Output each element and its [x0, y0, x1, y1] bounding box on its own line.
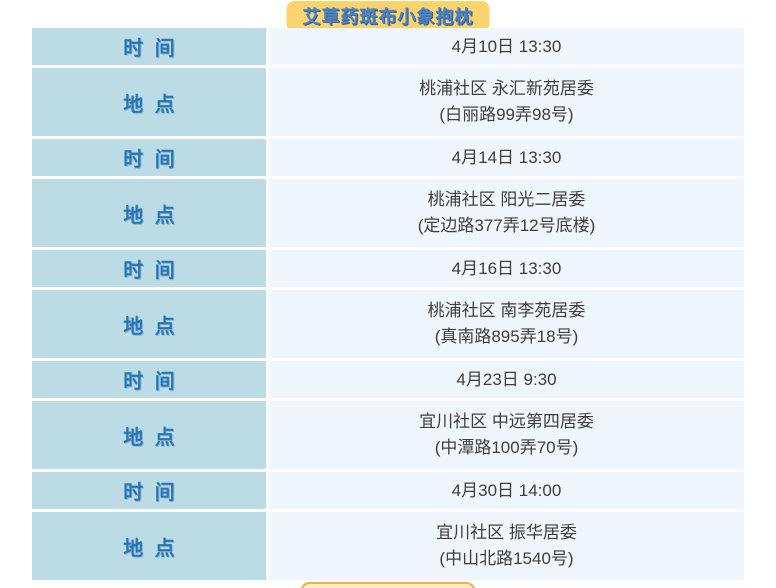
- place-label: 地 点: [32, 179, 266, 247]
- place-address: (真南路895弄18号): [434, 327, 579, 346]
- place-name: 桃浦社区 南李苑居委: [427, 301, 586, 320]
- place-value: 宜川社区 振华居委 (中山北路1540号): [269, 512, 744, 580]
- place-address: (白丽路99弄98号): [439, 105, 574, 124]
- place-value: 桃浦社区 阳光二居委 (定边路377弄12号底楼): [269, 179, 744, 247]
- time-label: 时 间: [32, 361, 266, 398]
- time-text: 4月30日 14:00: [451, 480, 562, 500]
- time-label: 时 间: [32, 472, 266, 509]
- time-value: 4月30日 14:00: [269, 472, 744, 509]
- time-text: 4月14日 13:30: [451, 147, 562, 167]
- time-label: 时 间: [32, 28, 266, 65]
- time-text: 4月16日 13:30: [451, 258, 562, 278]
- place-label: 地 点: [32, 401, 266, 469]
- place-value: 桃浦社区 永汇新苑居委 (白丽路99弄98号): [269, 68, 744, 136]
- place-address: (中潭路100弄70号): [434, 438, 579, 457]
- time-value: 4月16日 13:30: [269, 250, 744, 287]
- place-value: 桃浦社区 南李苑居委 (真南路895弄18号): [269, 290, 744, 358]
- place-label: 地 点: [32, 68, 266, 136]
- place-name: 宜川社区 振华居委: [436, 523, 577, 542]
- time-value: 4月23日 9:30: [269, 361, 744, 398]
- time-text: 4月10日 13:30: [451, 36, 562, 56]
- table-row-place-2: 地 点 桃浦社区 阳光二居委 (定边路377弄12号底楼): [32, 179, 744, 247]
- table-row-time-1: 时 间 4月10日 13:30: [32, 28, 744, 65]
- table-row-place-5: 地 点 宜川社区 振华居委 (中山北路1540号): [32, 512, 744, 580]
- next-section-badge-partial: [300, 582, 476, 588]
- place-name: 宜川社区 中远第四居委: [419, 412, 594, 431]
- table-row-place-1: 地 点 桃浦社区 永汇新苑居委 (白丽路99弄98号): [32, 68, 744, 136]
- time-label: 时 间: [32, 139, 266, 176]
- place-label: 地 点: [32, 290, 266, 358]
- table-row-time-3: 时 间 4月16日 13:30: [32, 250, 744, 287]
- time-value: 4月10日 13:30: [269, 28, 744, 65]
- place-name: 桃浦社区 永汇新苑居委: [419, 79, 594, 98]
- schedule-table: 时 间 4月10日 13:30 地 点 桃浦社区 永汇新苑居委 (白丽路99弄9…: [32, 28, 744, 580]
- section-title-badge: 艾草药斑布小象抱枕: [286, 1, 490, 32]
- time-value: 4月14日 13:30: [269, 139, 744, 176]
- place-name: 桃浦社区 阳光二居委: [427, 190, 586, 209]
- place-value: 宜川社区 中远第四居委 (中潭路100弄70号): [269, 401, 744, 469]
- time-label: 时 间: [32, 250, 266, 287]
- place-label: 地 点: [32, 512, 266, 580]
- section-title: 艾草药斑布小象抱枕: [302, 7, 474, 27]
- time-text: 4月23日 9:30: [456, 369, 557, 389]
- place-address: (中山北路1540号): [439, 549, 574, 568]
- table-row-time-5: 时 间 4月30日 14:00: [32, 472, 744, 509]
- place-address: (定边路377弄12号底楼): [417, 216, 596, 235]
- table-row-place-4: 地 点 宜川社区 中远第四居委 (中潭路100弄70号): [32, 401, 744, 469]
- table-row-time-4: 时 间 4月23日 9:30: [32, 361, 744, 398]
- table-row-place-3: 地 点 桃浦社区 南李苑居委 (真南路895弄18号): [32, 290, 744, 358]
- table-row-time-2: 时 间 4月14日 13:30: [32, 139, 744, 176]
